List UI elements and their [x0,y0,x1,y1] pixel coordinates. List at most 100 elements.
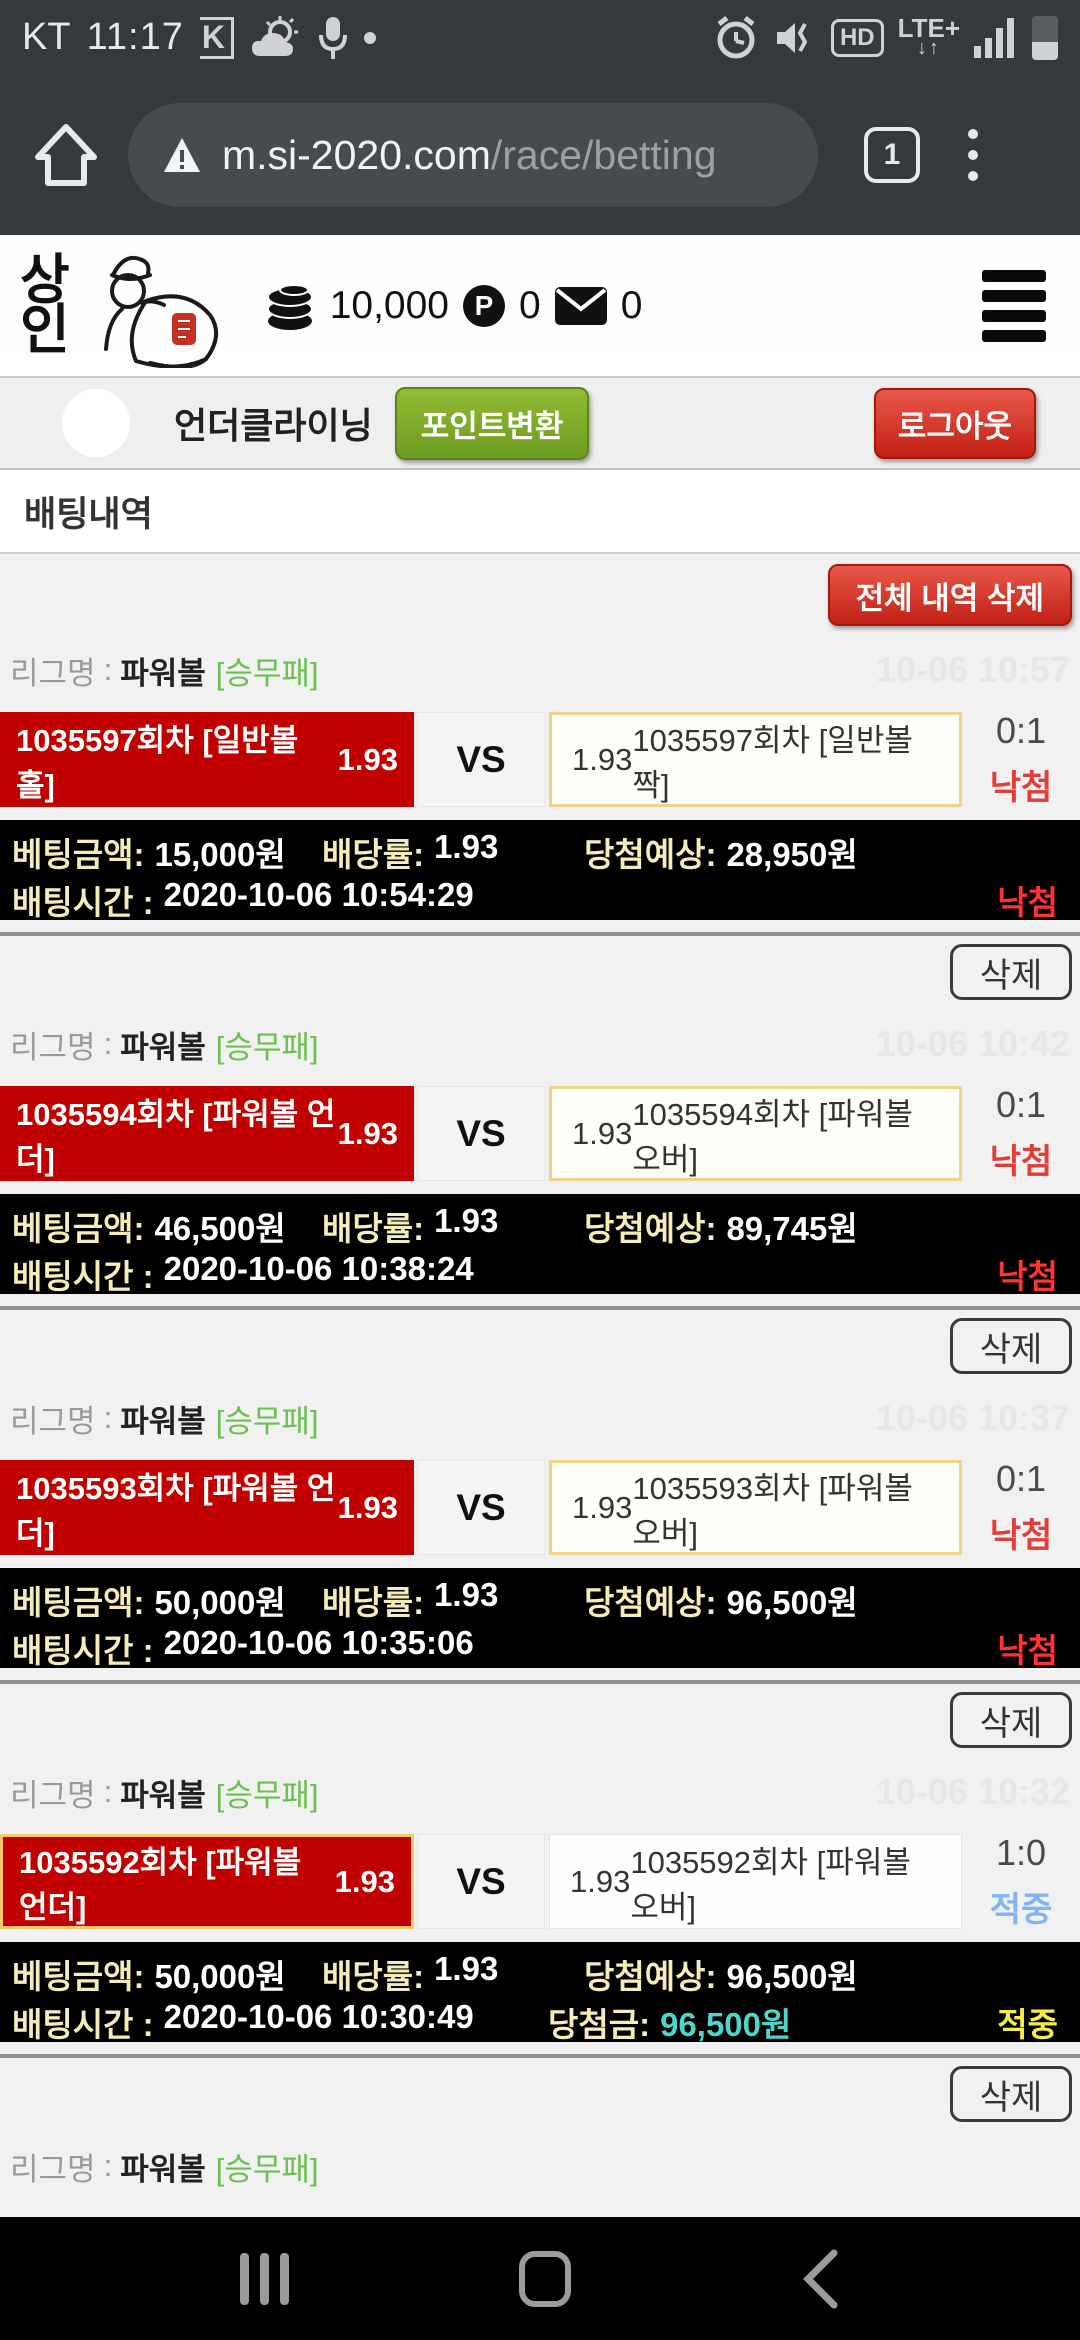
home-name: 1035597회차 [일반볼 홀] [16,722,299,803]
bet-time-label: 배팅시간 : [12,2006,154,2043]
recents-button[interactable] [240,2252,289,2305]
score: 0:1 [995,1084,1047,1125]
win-amount-label: 당첨금: [548,2006,651,2043]
bet-amount-label: 베팅금액: [12,1584,145,1621]
url-bar[interactable]: m.si-2020.com/race/betting [128,103,818,207]
betting-card: 리그명 : 파워볼 [승무패] 10-06 10:37 1035593회차 [파… [0,1397,1080,1748]
picked-outcome-box[interactable]: 1035593회차 [파워볼 언더] 1.93 [0,1460,414,1555]
league-name: 파워볼 [120,1403,206,1439]
balance-value: 10,000 [329,283,449,327]
card-separator [0,932,1080,936]
bet-time-label: 배팅시간 : [12,1258,154,1295]
delete-all-button[interactable]: 전체 내역 삭제 [827,564,1072,626]
delete-card-button[interactable]: 삭제 [950,1692,1072,1748]
logout-button[interactable]: 로그아웃 [873,387,1036,459]
betting-card-partial: 리그명 : 파워볼 [승무패] [0,2146,1080,2187]
result-status: 낙첨 [989,1143,1053,1181]
bet-amount-value: 46,500원 [154,1210,286,1247]
bet-amount-label: 베팅금액: [12,1210,145,1247]
expected-win-value: 89,745원 [726,1210,858,1247]
home-button[interactable] [518,2250,571,2307]
picked-outcome-box[interactable]: 1035592회차 [파워볼 언더] 1.93 [0,1834,414,1929]
away-name: 1035597회차 [일반볼 짝] [632,722,913,803]
carrier-label: KT [22,16,71,58]
page-title-band: 배팅내역 [0,470,1080,554]
bet-amount-label: 베팅금액: [12,836,145,873]
league-label: 리그명 [10,1403,96,1439]
score: 0:1 [995,710,1047,751]
page-title: 배팅내역 [24,494,153,534]
picked-outcome-box[interactable]: 1035597회차 [일반볼 홀] 1.93 [0,712,414,807]
back-button[interactable] [800,2247,840,2311]
betting-card: 리그명 : 파워볼 [승무패] 10-06 10:42 1035594회차 [파… [0,1023,1080,1374]
picked-outcome-box[interactable]: 1035594회차 [파워볼 언더] 1.93 [0,1086,414,1181]
bet-time-value: 2020-10-06 10:54:29 [163,876,474,913]
tab-switcher-button[interactable]: 1 [864,127,920,183]
delete-card-button[interactable]: 삭제 [950,944,1072,1000]
card-date: 10-06 10:37 [875,1397,1070,1438]
match-row: 1035592회차 [파워볼 언더] 1.93 VS 1.93 1035592회… [0,1832,1080,1929]
vs-label: VS [417,1460,545,1555]
bet-summary-bar: 베팅금액: 50,000원 배당률: 1.93 당첨예상: 96,500원 배팅시간 … [0,1568,1080,1669]
match-row: 1035593회차 [파워볼 언더] 1.93 VS 1.93 1035593회… [0,1458,1080,1555]
point-convert-button[interactable]: 포인트변환 [394,386,590,460]
username: 언더클라이닝 [174,405,373,446]
other-outcome-box[interactable]: 1.93 1035594회차 [파워볼 오버] [549,1086,962,1181]
away-name: 1035592회차 [파워볼 오버] [630,1844,911,1925]
bet-time-value: 2020-10-06 10:35:06 [163,1624,474,1661]
point-icon: P [462,284,505,327]
points-value: 0 [518,283,541,327]
result-cell: 0:1 낙첨 [962,710,1080,807]
home-icon[interactable] [30,119,102,191]
avatar [62,389,130,457]
league-label: 리그명 [10,1777,96,1813]
weather-icon [251,15,298,56]
delete-card-button[interactable]: 삭제 [950,2066,1072,2122]
away-name: 1035594회차 [파워볼 오버] [632,1096,913,1177]
odds-label: 배당률: [322,1584,425,1621]
bet-summary-bar: 베팅금액: 46,500원 배당률: 1.93 당첨예상: 89,745원 배팅시간 … [0,1194,1080,1295]
other-outcome-box[interactable]: 1.93 1035592회차 [파워볼 오버] [549,1834,962,1929]
league-tag: [승무패] [215,1403,319,1439]
hd-icon: HD [830,18,884,57]
away-odds: 1.93 [570,1863,631,1899]
win-amount-value: 96,500원 [660,2006,792,2043]
kakao-notification-icon: K [199,16,234,59]
signal-icon [974,17,1014,58]
odds-value: 1.93 [434,1202,499,1239]
odds-value: 1.93 [434,1576,499,1613]
league-tag: [승무패] [215,1777,319,1813]
user-bar: 언더클라이닝 포인트변환 로그아웃 [0,378,1080,470]
league-label: 리그명 [10,655,96,691]
result-cell: 0:1 낙첨 [962,1084,1080,1181]
home-name: 1035594회차 [파워볼 언더] [16,1096,336,1177]
messages-value: 0 [620,283,643,327]
delete-card-button[interactable]: 삭제 [950,1318,1072,1374]
vibrate-icon [776,22,808,53]
browser-menu-button[interactable] [968,129,978,181]
card-date: 10-06 10:57 [875,649,1070,690]
odds-label: 배당률: [322,1210,425,1247]
other-outcome-box[interactable]: 1.93 1035593회차 [파워볼 오버] [549,1460,962,1555]
match-row: 1035597회차 [일반볼 홀] 1.93 VS 1.93 1035597회차… [0,710,1080,807]
league-tag: [승무패] [215,2151,319,2187]
betting-card: 리그명 : 파워볼 [승무패] 10-06 10:32 1035592회차 [파… [0,1771,1080,2122]
bet-time-value: 2020-10-06 10:30:49 [163,1998,474,2035]
league-row: 리그명 : 파워볼 [승무패] 10-06 10:32 [10,1771,1070,1813]
security-warning-icon [164,138,200,172]
expected-win-label: 당첨예상: [584,1584,717,1621]
home-odds: 1.93 [337,741,398,777]
betting-history-list: 전체 내역 삭제 리그명 : 파워볼 [승무패] 10-06 10:57 103… [0,554,1080,2214]
bet-summary-bar: 베팅금액: 15,000원 배당률: 1.93 당첨예상: 28,950원 배팅시간 … [0,820,1080,921]
other-outcome-box[interactable]: 1.93 1035597회차 [일반볼 짝] [549,712,962,807]
hamburger-menu-icon[interactable] [982,269,1046,342]
score: 0:1 [995,1458,1047,1499]
coin-icon [266,283,313,330]
home-odds: 1.93 [337,1115,398,1151]
home-odds: 1.93 [334,1863,395,1899]
browser-bar: m.si-2020.com/race/betting 1 [0,75,1080,235]
odds-value: 1.93 [434,1950,499,1987]
